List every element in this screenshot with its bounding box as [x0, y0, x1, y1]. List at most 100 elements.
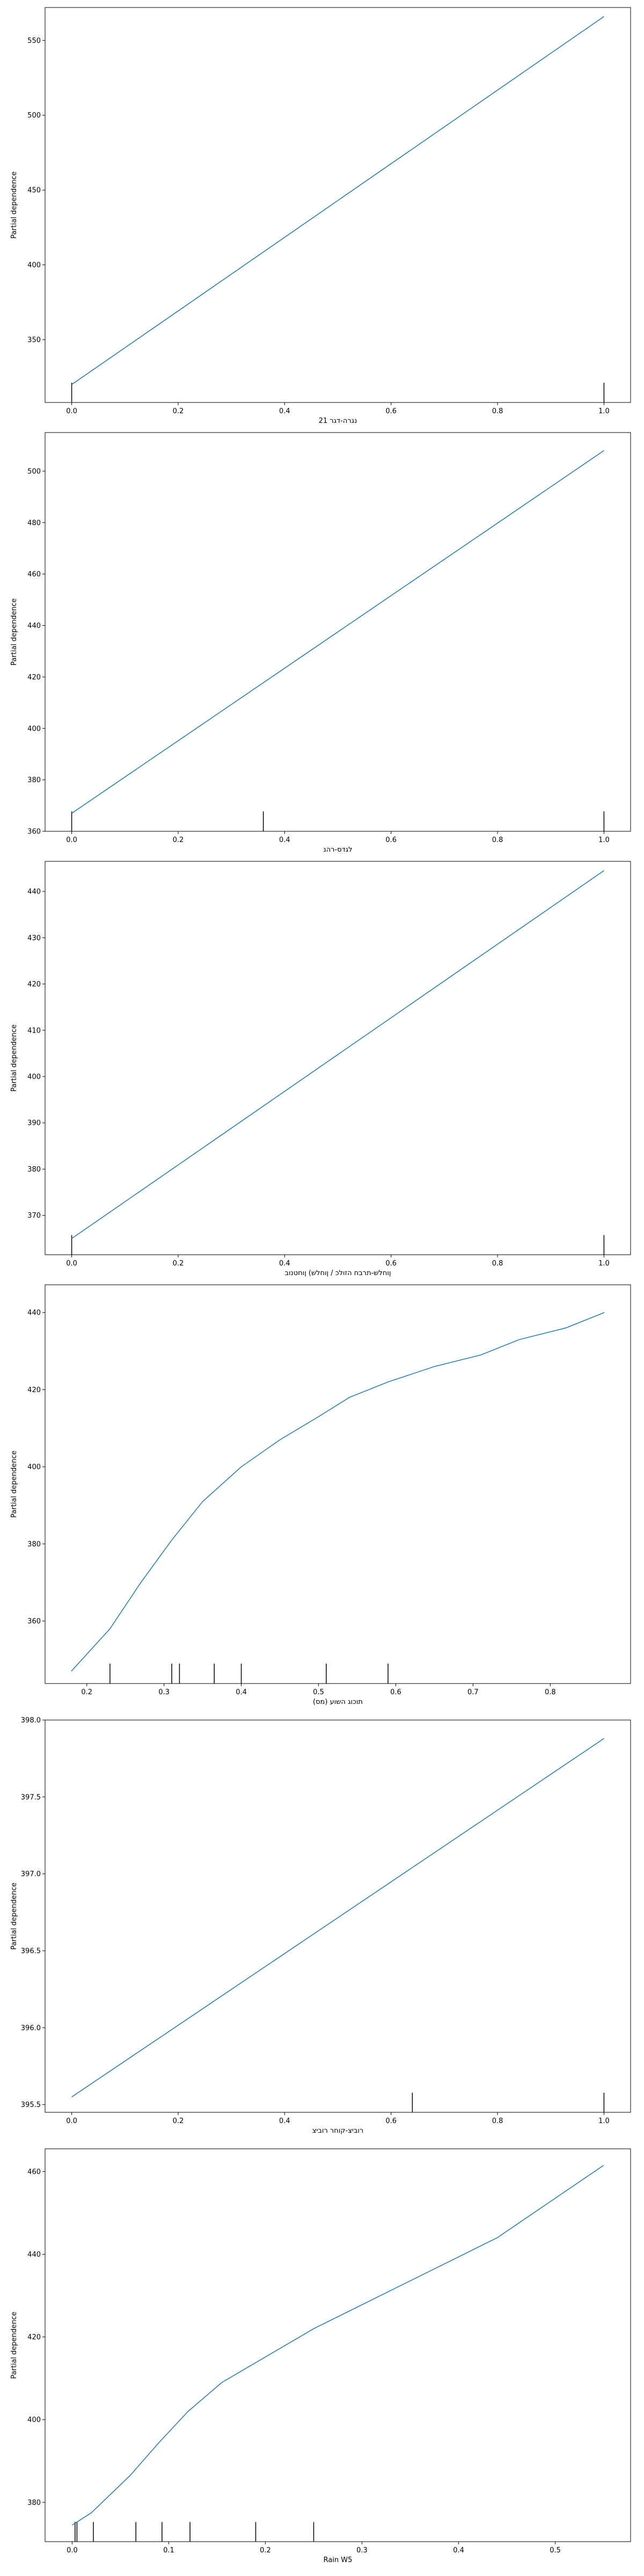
y-tick-label: 430: [27, 934, 41, 942]
y-tick-label: 420: [27, 980, 41, 989]
x-tick-label: 0.0: [66, 407, 77, 415]
y-tick-label: 420: [27, 674, 41, 682]
x-tick-label: 0.4: [279, 1260, 290, 1268]
x-tick-label: 0.7: [467, 1688, 479, 1696]
y-axis-label: Partial dependence: [10, 171, 18, 238]
x-tick-label: 0.5: [313, 1688, 324, 1696]
x-axis-label: תוכוג השוע (מס): [313, 1698, 363, 1706]
y-tick-label: 460: [27, 570, 41, 579]
x-tick-label: 0.2: [173, 836, 184, 844]
x-tick-label: 0.6: [385, 2117, 397, 2125]
y-tick-label: 480: [27, 519, 41, 527]
x-tick-label: 0.8: [492, 2117, 503, 2125]
y-tick-label: 380: [27, 1166, 41, 1174]
x-tick-label: 0.2: [173, 2117, 184, 2125]
axes-frame: [45, 2148, 631, 2542]
x-tick-label: 0.5: [550, 2546, 561, 2555]
y-tick-label: 420: [27, 2333, 41, 2341]
partial-dependence-line: [71, 1738, 604, 2097]
x-tick-label: 0.2: [173, 1260, 184, 1268]
x-tick-label: 0.2: [173, 407, 184, 415]
y-tick-label: 460: [27, 2168, 41, 2176]
x-tick-label: 0.6: [390, 1688, 401, 1696]
axes-frame: [45, 7, 631, 403]
y-tick-label: 398.0: [21, 1717, 41, 1725]
y-tick-label: 350: [27, 336, 41, 344]
x-axis-label: רוביצ-קוחר רוביצ: [312, 2127, 363, 2135]
x-tick-label: 0.3: [356, 2546, 368, 2555]
x-axis-label: נגרה-דגר 21: [319, 417, 357, 425]
partial-dependence-line: [72, 2165, 604, 2526]
x-tick-label: 0.4: [279, 407, 290, 415]
y-tick-label: 440: [27, 888, 41, 896]
chart-panel-4: 0.2 0.3 0.4 0.5 0.6 0.7 0.8 360 380 400 420 440 תוכו…: [10, 1284, 631, 1706]
x-tick-label: 0.0: [66, 836, 77, 844]
y-axis-label: Partial dependence: [10, 1883, 18, 1950]
x-tick-label: 0.2: [260, 2546, 271, 2555]
partial-dependence-line: [71, 450, 604, 814]
y-tick-label: 500: [27, 112, 41, 120]
y-tick-label: 380: [27, 777, 41, 785]
x-tick-label: 0.3: [158, 1688, 170, 1696]
x-tick-label: 1.0: [598, 1260, 610, 1268]
y-tick-label: 400: [27, 1073, 41, 1081]
y-tick-label: 396.0: [21, 2024, 41, 2032]
x-tick-label: 0.6: [385, 836, 397, 844]
y-tick-label: 550: [27, 37, 41, 45]
y-tick-label: 390: [27, 1119, 41, 1128]
y-tick-label: 500: [27, 467, 41, 475]
y-axis-label: Partial dependence: [10, 2311, 18, 2379]
chart-panel-2: 0.0 0.2 0.4 0.6 0.8 1.0 360 380 400 420 440 460 480 5…: [10, 432, 631, 854]
y-tick-label: 440: [27, 2251, 41, 2259]
x-tick-label: 0.2: [81, 1688, 92, 1696]
x-tick-label: 0.6: [385, 1260, 397, 1268]
y-tick-label: 400: [27, 1463, 41, 1472]
x-tick-label: 0.4: [236, 1688, 247, 1696]
y-tick-label: 360: [27, 828, 41, 836]
y-axis-label: Partial dependence: [10, 1024, 18, 1092]
axes-frame: [45, 1284, 631, 1684]
x-tick-label: 0.1: [163, 2546, 174, 2555]
chart-panel-3: 0.0 0.2 0.4 0.6 0.8 1.0 370 380 390 400 410 420 430 4…: [10, 861, 631, 1277]
x-tick-label: 0.8: [492, 836, 503, 844]
y-tick-label: 370: [27, 1212, 41, 1220]
y-axis-label: Partial dependence: [10, 598, 18, 665]
x-tick-label: 0.6: [385, 407, 397, 415]
x-tick-label: 0.4: [453, 2546, 464, 2555]
x-tick-label: 0.0: [66, 1260, 77, 1268]
y-tick-label: 395.5: [21, 2101, 41, 2109]
y-tick-label: 380: [27, 1540, 41, 1548]
x-tick-label: 1.0: [598, 2117, 610, 2125]
x-tick-label: 1.0: [598, 407, 610, 415]
y-tick-label: 440: [27, 1309, 41, 1317]
x-tick-label: 0.4: [279, 836, 290, 844]
y-tick-label: 440: [27, 622, 41, 630]
chart-panel-5: 0.0 0.2 0.4 0.6 0.8 1.0 395.5 396.0 396.5 397.0 39…: [10, 1717, 631, 2135]
chart-panel-1: 0.0 0.2 0.4 0.6 0.8 1.0 350 400 450 500 550 נגרה-דג…: [10, 7, 631, 425]
axes-frame: [45, 432, 631, 832]
chart-panel-6: 0.0 0.1 0.2 0.3 0.4 0.5 380 400 420 440 460 Rain W5…: [10, 2148, 631, 2564]
x-tick-label: 0.4: [279, 2117, 290, 2125]
partial-dependence-line: [71, 16, 604, 385]
y-tick-label: 400: [27, 261, 41, 269]
partial-dependence-line: [71, 870, 604, 1239]
partial-dependence-line: [71, 1312, 605, 1672]
y-tick-label: 360: [27, 1618, 41, 1626]
axes-frame: [45, 861, 631, 1255]
y-tick-label: 400: [27, 725, 41, 733]
x-tick-label: 0.8: [492, 407, 503, 415]
x-tick-label: 1.0: [598, 836, 610, 844]
x-tick-label: 0.8: [492, 1260, 503, 1268]
y-tick-label: 396.5: [21, 1948, 41, 1956]
y-axis-label: Partial dependence: [10, 1451, 18, 1518]
y-tick-label: 380: [27, 2499, 41, 2507]
y-tick-label: 397.5: [21, 1794, 41, 1802]
y-tick-label: 400: [27, 2416, 41, 2424]
y-tick-label: 410: [27, 1027, 41, 1035]
x-tick-label: 0.0: [66, 2117, 77, 2125]
x-tick-label: 0.8: [545, 1688, 556, 1696]
x-axis-label: ןוחלש-תרבח הזולכ / ןוחלש) ןוחטנוב: [285, 1269, 391, 1277]
y-tick-label: 450: [27, 187, 41, 195]
x-axis-label: לגדס-רהנ: [323, 846, 352, 854]
